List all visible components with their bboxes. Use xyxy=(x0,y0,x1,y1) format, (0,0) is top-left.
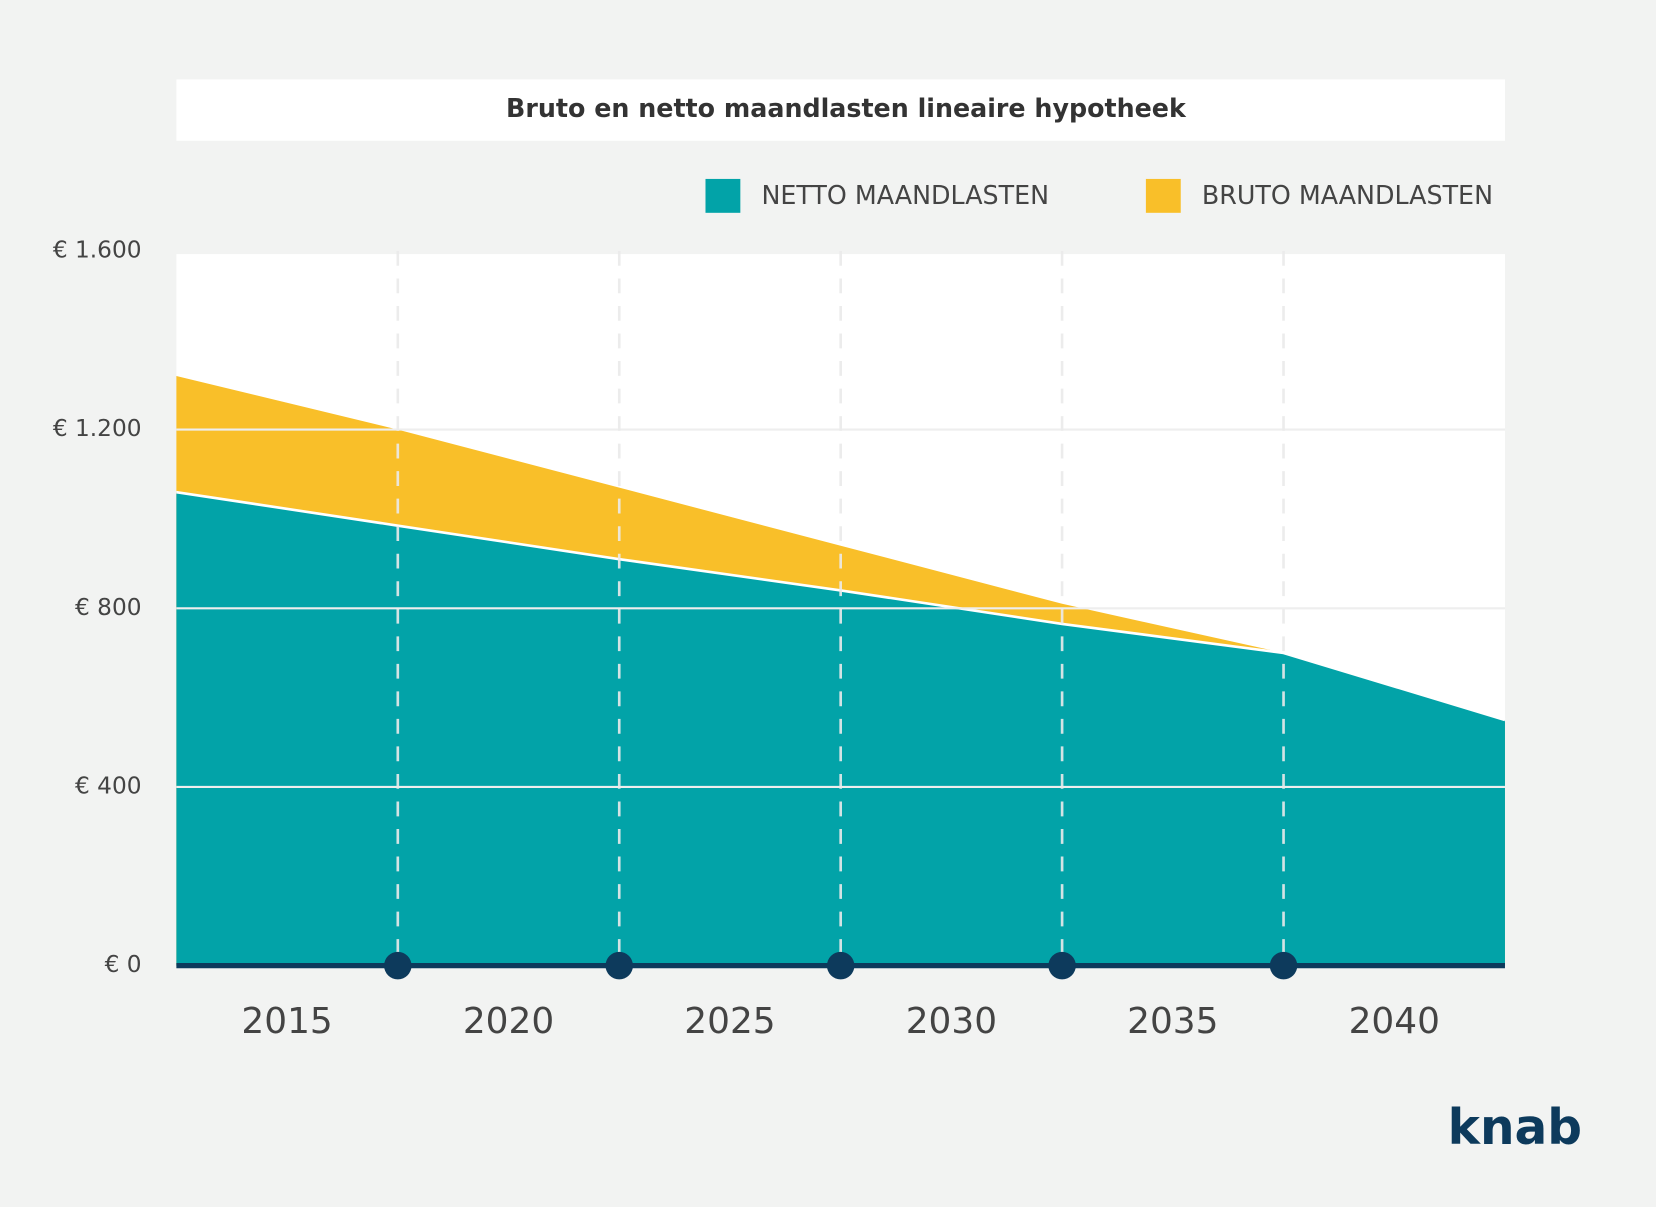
vertex-dot xyxy=(826,951,855,980)
x-tick-label: 2025 xyxy=(684,1001,775,1042)
legend-swatch xyxy=(705,178,741,213)
vertex-dot xyxy=(1269,951,1298,980)
y-tick-label: € 800 xyxy=(75,594,141,621)
legend-swatch xyxy=(1145,178,1181,213)
y-tick-label: € 1.200 xyxy=(53,415,142,442)
legend-label: NETTO MAANDLASTEN xyxy=(761,180,1049,210)
y-tick-label: € 1.600 xyxy=(53,236,142,263)
brand-logo: knab xyxy=(1448,1100,1582,1156)
y-tick-label: € 0 xyxy=(105,951,142,978)
legend-label: BRUTO MAANDLASTEN xyxy=(1202,180,1493,210)
x-tick-label: 2040 xyxy=(1349,1001,1440,1042)
vertex-dot xyxy=(1048,951,1076,980)
x-tick-label: 2030 xyxy=(906,1001,997,1042)
y-tick-label: € 400 xyxy=(75,772,141,799)
x-tick-label: 2035 xyxy=(1127,1001,1218,1042)
vertex-dot xyxy=(384,951,412,980)
title-box xyxy=(176,79,1505,141)
x-tick-label: 2015 xyxy=(241,1001,332,1042)
chart-title: Bruto en netto maandlasten lineaire hypo… xyxy=(506,93,1187,123)
vertex-dot xyxy=(605,951,633,980)
x-tick-label: 2020 xyxy=(463,1001,554,1042)
